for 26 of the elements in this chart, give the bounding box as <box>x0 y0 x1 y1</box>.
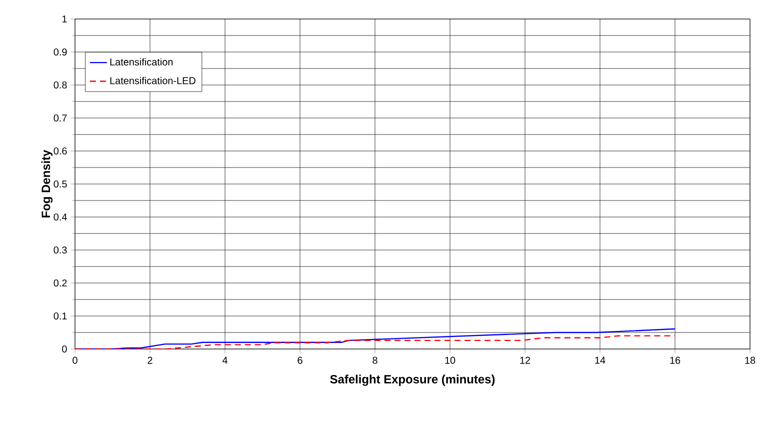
x-tick-label: 6 <box>298 356 302 364</box>
y-tick-label: 0.2 <box>54 279 67 287</box>
y-tick-label: 0.6 <box>54 147 67 155</box>
y-tick-label: 0.9 <box>54 48 67 56</box>
x-tick-label: 8 <box>372 356 378 364</box>
y-tick-label: 0.8 <box>54 81 67 89</box>
x-tick-label: 18 <box>745 356 756 364</box>
x-tick-label: 16 <box>670 356 680 364</box>
legend-label: Latensification-LED <box>110 76 196 84</box>
x-tick-label: 0 <box>72 356 78 364</box>
y-tick-label: 1 <box>62 16 67 22</box>
x-tick-label: 2 <box>148 356 152 364</box>
line-series <box>75 335 676 349</box>
y-tick-label: 0 <box>62 345 67 353</box>
x-axis-title: Safelight Exposure (minutes) <box>330 374 495 386</box>
y-axis-title: Fog Density <box>41 150 53 218</box>
x-tick-label: 12 <box>520 356 530 364</box>
x-tick-label: 10 <box>445 356 456 364</box>
x-tick-label: 14 <box>595 356 606 364</box>
y-tick-label: 0.1 <box>54 312 67 320</box>
y-tick-label: 0.3 <box>54 246 67 254</box>
y-tick-label: 0.7 <box>54 114 67 122</box>
y-tick-label: 0.5 <box>54 180 67 188</box>
y-tick-label: 0.4 <box>54 213 67 221</box>
legend-label: Latensification <box>110 58 173 66</box>
x-tick-label: 4 <box>222 356 228 364</box>
